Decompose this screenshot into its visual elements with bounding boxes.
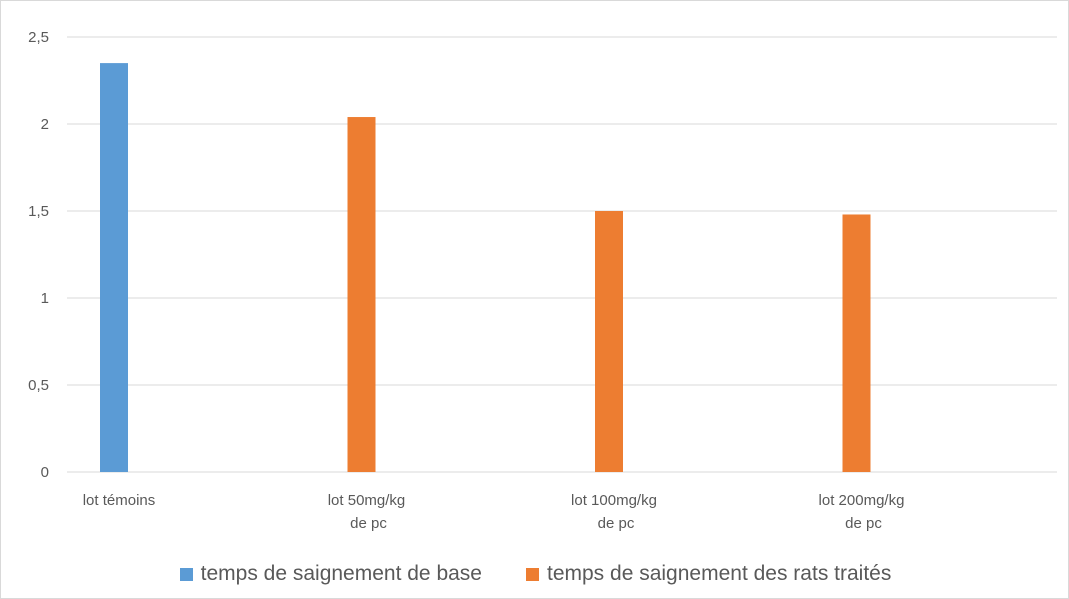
bars xyxy=(100,63,871,473)
bar-chart: 0 0,5 1 1,5 2 2,5 lot témoins lot 50mg/kg de pc… xyxy=(28,29,1057,532)
legend-item-base: temps de saignement de base xyxy=(179,562,482,586)
legend: temps de saignement de base temps de sai… xyxy=(1,557,1069,591)
legend-label-treated: temps de saignement des rats traités xyxy=(547,562,892,585)
y-tick-label: 2,5 xyxy=(28,29,49,46)
x-category-label: lot témoins xyxy=(83,492,156,509)
y-axis-tick-labels: 0 0,5 1 1,5 2 2,5 xyxy=(28,29,49,481)
y-tick-label: 0,5 xyxy=(28,377,49,394)
legend-swatch-treated xyxy=(526,567,539,581)
bar xyxy=(347,117,376,472)
legend-label-base: temps de saignement de base xyxy=(200,562,482,585)
x-axis-category-labels: lot témoins lot 50mg/kg de pc lot 100mg/kg d… xyxy=(83,492,905,532)
legend-swatch-base xyxy=(179,567,193,581)
legend-item-treated: temps de saignement des rats traités xyxy=(526,562,891,586)
bar xyxy=(595,211,623,472)
y-tick-label: 1,5 xyxy=(28,203,49,220)
bar xyxy=(842,214,871,473)
y-tick-label: 1 xyxy=(41,290,49,307)
x-category-label: lot 200mg/kg de pc xyxy=(819,492,905,532)
gridlines xyxy=(67,36,1057,473)
bar xyxy=(100,63,128,472)
y-tick-label: 2 xyxy=(41,116,49,133)
x-category-label: lot 100mg/kg de pc xyxy=(571,492,657,532)
y-tick-label: 0 xyxy=(41,464,49,481)
x-category-label: lot 50mg/kg de pc xyxy=(328,492,406,532)
